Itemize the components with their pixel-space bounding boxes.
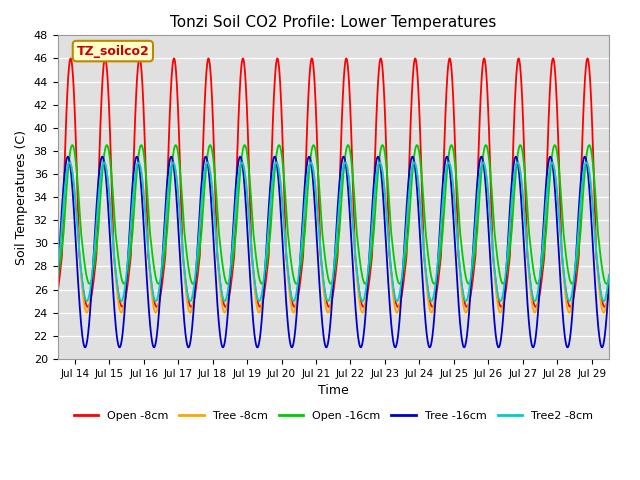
- Y-axis label: Soil Temperatures (C): Soil Temperatures (C): [15, 130, 28, 264]
- Tree -16cm: [605, 281, 612, 287]
- Tree -16cm: [289, 342, 297, 348]
- Tree -16cm: [149, 343, 157, 349]
- Tree2 -8cm: [265, 218, 273, 224]
- Open -8cm: [205, 56, 212, 61]
- Open -16cm: [535, 279, 543, 285]
- Legend: Open -8cm, Tree -8cm, Open -16cm, Tree -16cm, Tree2 -8cm: Open -8cm, Tree -8cm, Open -16cm, Tree -…: [69, 407, 597, 425]
- Open -16cm: [605, 276, 612, 282]
- Open -8cm: [605, 290, 612, 296]
- Open -16cm: [116, 270, 124, 276]
- Tree -16cm: [202, 154, 209, 159]
- Line: Open -16cm: Open -16cm: [58, 145, 609, 284]
- Open -16cm: [595, 234, 602, 240]
- Line: Tree -8cm: Tree -8cm: [58, 162, 609, 312]
- Open -8cm: [325, 304, 333, 310]
- Tree -16cm: [595, 325, 602, 331]
- Tree2 -8cm: [410, 159, 418, 165]
- Tree -16cm: [116, 343, 124, 349]
- Tree -8cm: [535, 288, 543, 294]
- Tree -8cm: [149, 301, 157, 307]
- Tree -8cm: [54, 279, 61, 285]
- Tree -8cm: [410, 159, 418, 165]
- Open -16cm: [534, 281, 541, 287]
- Open -16cm: [265, 243, 273, 249]
- Open -8cm: [266, 239, 273, 245]
- Tree2 -8cm: [289, 298, 297, 303]
- Tree2 -8cm: [535, 280, 543, 286]
- Tree -8cm: [605, 279, 612, 285]
- Tree2 -8cm: [605, 272, 612, 278]
- Open -8cm: [289, 302, 297, 308]
- Open -16cm: [413, 142, 420, 148]
- Tree -8cm: [289, 309, 297, 315]
- Open -8cm: [54, 290, 61, 296]
- Tree -16cm: [266, 199, 273, 205]
- Tree -8cm: [595, 277, 602, 283]
- Line: Tree2 -8cm: Tree2 -8cm: [58, 162, 609, 301]
- Line: Tree -16cm: Tree -16cm: [58, 156, 609, 348]
- Tree2 -8cm: [116, 298, 124, 303]
- Open -16cm: [289, 271, 297, 276]
- Tree -8cm: [116, 309, 124, 314]
- Tree -16cm: [323, 345, 330, 350]
- Line: Open -8cm: Open -8cm: [58, 59, 609, 307]
- Open -8cm: [116, 301, 124, 307]
- Open -8cm: [595, 273, 602, 279]
- Open -8cm: [149, 293, 157, 299]
- Tree2 -8cm: [149, 291, 157, 297]
- Tree2 -8cm: [595, 271, 602, 276]
- Tree2 -8cm: [54, 272, 61, 278]
- Open -16cm: [149, 258, 157, 264]
- Text: TZ_soilco2: TZ_soilco2: [77, 45, 149, 58]
- Open -8cm: [535, 296, 543, 301]
- Tree2 -8cm: [531, 298, 539, 304]
- Tree -16cm: [535, 295, 543, 301]
- Tree -16cm: [54, 281, 61, 287]
- Open -16cm: [54, 276, 61, 282]
- X-axis label: Time: Time: [318, 384, 349, 397]
- Title: Tonzi Soil CO2 Profile: Lower Temperatures: Tonzi Soil CO2 Profile: Lower Temperatur…: [170, 15, 497, 30]
- Tree -8cm: [531, 310, 539, 315]
- Tree -8cm: [265, 218, 273, 224]
